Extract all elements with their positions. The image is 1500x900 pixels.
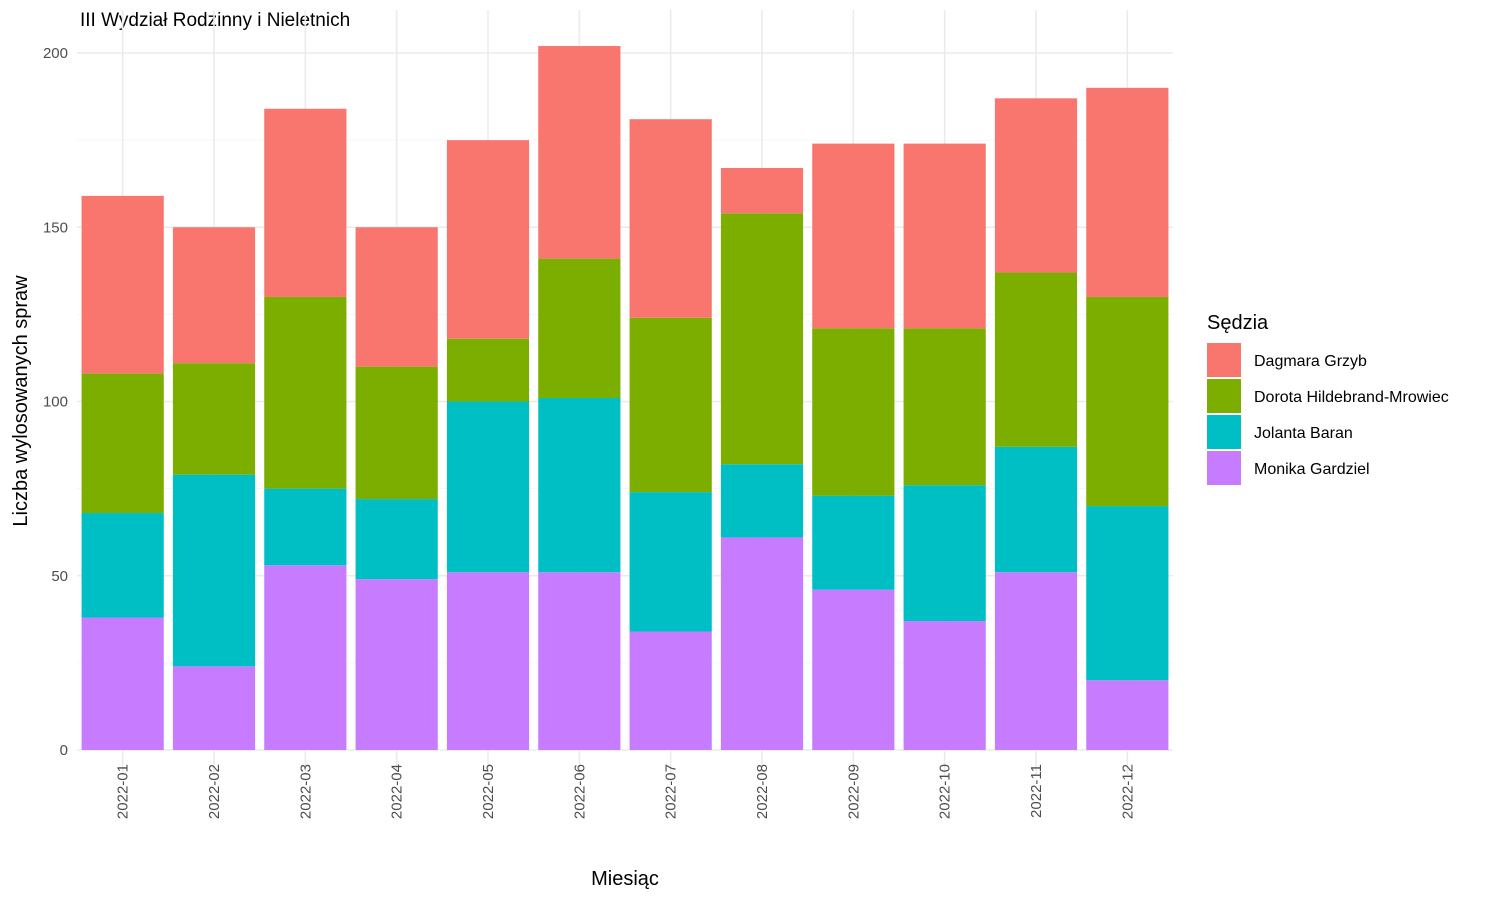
bar-segment-dagmara-grzyb-2022-02 <box>172 227 256 364</box>
bars <box>81 46 1169 750</box>
bar-segment-monika-gardziel-2022-01 <box>81 617 164 750</box>
x-tick-label: 2022-09 <box>845 764 862 819</box>
y-axis: 0 50 100 150 200 <box>43 45 68 759</box>
legend-label: Jolanta Baran <box>1254 425 1353 442</box>
bar-segment-dagmara-grzyb-2022-07 <box>629 119 712 318</box>
y-axis-title: Liczba wylosowanych spraw <box>10 275 32 527</box>
legend-label: Monika Gardziel <box>1254 461 1370 478</box>
bar-segment-dorota-hildebrand-mrowiec-2022-08 <box>720 213 804 465</box>
legend-key <box>1207 379 1241 413</box>
x-tick-label: 2022-10 <box>937 764 954 819</box>
x-tick-label: 2022-06 <box>571 764 588 819</box>
bar-segment-monika-gardziel-2022-04 <box>355 579 438 750</box>
bar-segment-monika-gardziel-2022-10 <box>903 621 986 750</box>
bar-segment-jolanta-baran-2022-07 <box>629 492 712 632</box>
y-tick-label: 0 <box>60 742 68 759</box>
bar-segment-monika-gardziel-2022-07 <box>629 631 712 750</box>
legend-label: Dorota Hildebrand-Mrowiec <box>1254 389 1449 406</box>
bar-segment-dagmara-grzyb-2022-06 <box>538 46 621 259</box>
y-tick-label: 50 <box>51 568 68 585</box>
bar-segment-dagmara-grzyb-2022-09 <box>812 143 895 329</box>
bar-segment-dagmara-grzyb-2022-03 <box>264 108 347 297</box>
chart-title: III Wydział Rodzinny i Nieletnich <box>80 10 350 31</box>
bar-segment-jolanta-baran-2022-11 <box>994 446 1078 573</box>
bar-segment-jolanta-baran-2022-01 <box>81 513 164 618</box>
x-tick-label: 2022-05 <box>480 764 497 819</box>
legend-label: Dagmara Grzyb <box>1254 353 1367 370</box>
bar-segment-dagmara-grzyb-2022-05 <box>446 140 530 339</box>
bar-segment-dagmara-grzyb-2022-04 <box>355 227 438 367</box>
bar-segment-dagmara-grzyb-2022-12 <box>1086 87 1169 297</box>
bar-segment-dorota-hildebrand-mrowiec-2022-06 <box>538 258 621 399</box>
x-tick-label: 2022-11 <box>1028 764 1045 818</box>
bar-segment-monika-gardziel-2022-12 <box>1086 680 1169 750</box>
bar-segment-monika-gardziel-2022-02 <box>172 666 256 750</box>
x-tick-label: 2022-01 <box>115 764 132 819</box>
bar-segment-jolanta-baran-2022-02 <box>172 474 256 667</box>
bar-segment-jolanta-baran-2022-03 <box>264 488 347 566</box>
bar-segment-dagmara-grzyb-2022-01 <box>81 195 164 374</box>
bar-segment-monika-gardziel-2022-11 <box>994 572 1078 750</box>
bar-segment-dagmara-grzyb-2022-10 <box>903 143 986 329</box>
bar-segment-dorota-hildebrand-mrowiec-2022-07 <box>629 317 712 493</box>
x-axis-title: Miesiąc <box>591 868 659 890</box>
bar-segment-dorota-hildebrand-mrowiec-2022-01 <box>81 373 164 514</box>
bar-segment-dagmara-grzyb-2022-08 <box>720 168 804 214</box>
bar-segment-dagmara-grzyb-2022-11 <box>994 98 1078 273</box>
bar-segment-jolanta-baran-2022-04 <box>355 499 438 580</box>
legend-title: Sędzia <box>1207 312 1269 334</box>
bar-segment-dorota-hildebrand-mrowiec-2022-11 <box>994 272 1078 447</box>
bar-segment-jolanta-baran-2022-12 <box>1086 506 1169 681</box>
bar-segment-jolanta-baran-2022-08 <box>720 464 804 538</box>
x-tick-label: 2022-04 <box>389 764 406 819</box>
y-tick-label: 150 <box>43 219 68 236</box>
bar-segment-dorota-hildebrand-mrowiec-2022-02 <box>172 363 256 475</box>
legend: Sędzia Dagmara Grzyb Dorota Hildebrand-Mr… <box>1207 312 1449 485</box>
y-tick-label: 200 <box>43 45 68 62</box>
bar-segment-jolanta-baran-2022-10 <box>903 485 986 622</box>
x-tick-label: 2022-03 <box>297 764 314 819</box>
bar-segment-dorota-hildebrand-mrowiec-2022-10 <box>903 328 986 486</box>
x-tick-label: 2022-08 <box>754 764 771 819</box>
legend-key <box>1207 343 1241 377</box>
x-tick-label: 2022-02 <box>206 764 223 819</box>
bar-segment-jolanta-baran-2022-06 <box>538 398 621 573</box>
x-axis: 2022-01 2022-02 2022-03 2022-04 2022-05 2022-… <box>115 764 1137 819</box>
bar-segment-dorota-hildebrand-mrowiec-2022-12 <box>1086 296 1169 507</box>
bar-segment-monika-gardziel-2022-09 <box>812 589 895 750</box>
bar-segment-dorota-hildebrand-mrowiec-2022-03 <box>264 296 347 489</box>
bar-segment-monika-gardziel-2022-05 <box>446 572 530 750</box>
bar-segment-dorota-hildebrand-mrowiec-2022-04 <box>355 366 438 500</box>
bar-segment-dorota-hildebrand-mrowiec-2022-09 <box>812 328 895 496</box>
bar-segment-monika-gardziel-2022-03 <box>264 565 347 750</box>
bar-segment-monika-gardziel-2022-06 <box>538 572 621 750</box>
x-tick-label: 2022-12 <box>1119 764 1136 819</box>
y-tick-label: 100 <box>43 394 68 411</box>
bar-segment-monika-gardziel-2022-08 <box>720 537 804 750</box>
legend-key <box>1207 415 1241 449</box>
bar-segment-dorota-hildebrand-mrowiec-2022-05 <box>446 338 530 402</box>
bar-segment-jolanta-baran-2022-09 <box>812 495 895 590</box>
x-tick-label: 2022-07 <box>663 764 680 819</box>
legend-key <box>1207 451 1241 485</box>
bar-segment-jolanta-baran-2022-05 <box>446 401 530 573</box>
